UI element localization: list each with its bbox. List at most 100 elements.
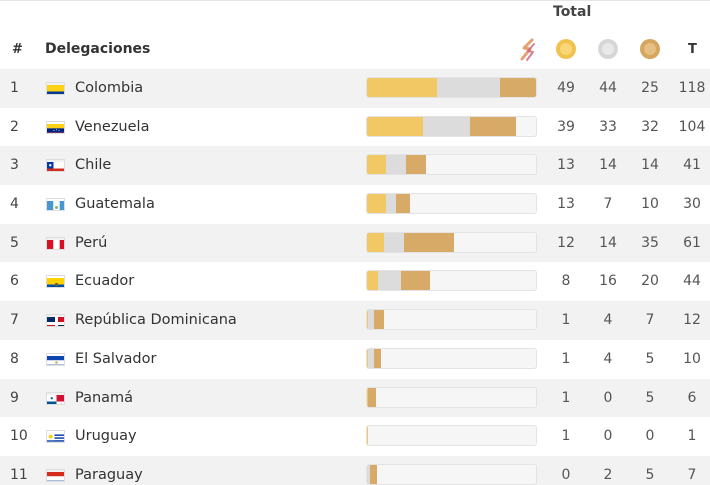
silver-count: 44 <box>599 80 617 96</box>
gold-count: 49 <box>557 80 575 96</box>
delegation-name[interactable]: Panamá <box>75 389 134 406</box>
delegation-name[interactable]: República Dominicana <box>75 312 237 329</box>
table-row[interactable]: 10 Uruguay 1 0 0 1 <box>0 417 710 456</box>
flag-panama-icon <box>46 391 65 405</box>
rank-cell: 3 <box>10 157 19 174</box>
silver-bar-segment <box>385 194 396 214</box>
medal-distribution-bar <box>366 463 537 485</box>
silver-count: 4 <box>603 350 613 367</box>
table-row[interactable]: 8 El Salvador 1 4 5 10 <box>0 340 710 379</box>
table-row[interactable]: 4 Guatemala 13 7 10 30 <box>0 185 710 224</box>
flag-venezuela-icon <box>46 120 65 134</box>
delegation-name[interactable]: Venezuela <box>75 118 150 135</box>
bronze-count: 10 <box>641 196 659 213</box>
silver-count: 7 <box>603 196 613 213</box>
silver-bar-segment <box>367 464 370 484</box>
bronze-count: 5 <box>645 389 655 406</box>
silver-count: 4 <box>603 312 613 329</box>
medal-distribution-bar <box>366 115 537 137</box>
medal-distribution-bar <box>366 347 537 369</box>
bronze-count: 14 <box>641 157 659 174</box>
gold-bar-segment <box>367 271 379 291</box>
rank-cell: 10 <box>10 428 28 445</box>
silver-count: 33 <box>599 118 617 135</box>
bronze-bar-segment <box>368 387 376 407</box>
table-row[interactable]: 1 Colombia 49 44 25 118 <box>0 69 710 108</box>
bronze-bar-segment <box>395 194 410 214</box>
rank-cell: 1 <box>10 80 19 96</box>
medal-distribution-bar <box>366 309 537 331</box>
gold-count: 13 <box>557 157 575 174</box>
bronze-bar-segment <box>401 271 430 291</box>
gold-count: 1 <box>561 312 571 329</box>
gold-bar-segment <box>367 116 423 136</box>
delegation-name[interactable]: El Salvador <box>75 350 157 367</box>
medal-distribution-bar <box>366 193 537 215</box>
table-row[interactable]: 7 República Dominicana 1 4 7 12 <box>0 301 710 340</box>
bronze-bar-segment <box>500 78 536 97</box>
delegation-name[interactable]: Paraguay <box>75 466 143 483</box>
table-row[interactable]: 3 Chile 13 14 14 41 <box>0 146 710 186</box>
flag-ecuador-icon <box>46 275 65 289</box>
table-row[interactable]: 2 Venezuela 39 33 32 104 <box>0 108 710 147</box>
silver-bar-segment <box>422 116 471 136</box>
bronze-count: 32 <box>641 118 659 135</box>
medal-distribution-bar <box>366 386 537 408</box>
gold-count: 1 <box>561 350 571 367</box>
table-header: # Delegaciones T <box>0 30 710 68</box>
total-count: 6 <box>687 389 697 406</box>
rank-cell: 7 <box>10 312 19 329</box>
gold-bar-segment <box>367 310 369 330</box>
medal-table: 1 Colombia 49 44 25 118 2 Venezuela 39 33 32 104 3 Ch… <box>0 69 710 485</box>
flag-el-salvador-icon <box>46 352 65 366</box>
silver-bar-segment <box>385 155 406 175</box>
rank-cell: 5 <box>10 234 19 251</box>
total-count: 7 <box>687 466 697 483</box>
table-row[interactable]: 6 Ecuador 8 16 20 44 <box>0 262 710 301</box>
bronze-count: 35 <box>641 234 659 251</box>
gold-bar-segment <box>367 78 438 97</box>
bronze-bar-segment <box>470 116 516 136</box>
total-column-header: T <box>688 42 697 57</box>
gold-bar-segment <box>367 232 385 252</box>
gold-count: 13 <box>557 196 575 213</box>
medal-distribution-bar <box>366 425 537 447</box>
table-row[interactable]: 5 Perú 12 14 35 61 <box>0 223 710 263</box>
delegation-name[interactable]: Ecuador <box>75 273 135 290</box>
table-row[interactable]: 11 Paraguay 0 2 5 7 <box>0 455 710 485</box>
gold-bar-segment <box>367 426 369 446</box>
flag-dominican-republic-icon <box>46 314 65 328</box>
silver-count: 0 <box>603 428 613 445</box>
top-divider <box>0 0 710 1</box>
total-count: 44 <box>683 273 701 290</box>
silver-bar-segment <box>378 271 402 291</box>
gold-count: 8 <box>561 273 571 290</box>
gold-count: 12 <box>557 234 575 251</box>
gold-bar-segment <box>367 194 386 214</box>
rank-cell: 4 <box>10 196 19 213</box>
delegation-name[interactable]: Perú <box>75 234 108 251</box>
bronze-count: 7 <box>645 312 655 329</box>
bronze-medal-icon <box>640 39 660 59</box>
flag-guatemala-icon <box>46 198 65 212</box>
total-count: 118 <box>678 80 706 96</box>
delegation-name[interactable]: Colombia <box>75 80 144 96</box>
gold-bar-segment <box>367 155 386 175</box>
gold-count: 1 <box>561 428 571 445</box>
rank-cell: 8 <box>10 350 19 367</box>
delegation-name[interactable]: Guatemala <box>75 196 155 213</box>
total-count: 1 <box>687 428 697 445</box>
table-row[interactable]: 9 Panamá 1 0 5 6 <box>0 378 710 418</box>
gold-count: 39 <box>557 118 575 135</box>
silver-count: 14 <box>599 157 617 174</box>
delegation-name[interactable]: Uruguay <box>75 428 137 445</box>
flag-uruguay-icon <box>46 430 65 444</box>
bronze-bar-segment <box>374 348 382 368</box>
silver-bar-segment <box>368 348 375 368</box>
bronze-count: 5 <box>645 466 655 483</box>
bronze-count: 20 <box>641 273 659 290</box>
medal-distribution-bar <box>366 270 537 292</box>
medal-distribution-bar <box>366 154 537 176</box>
delegation-name[interactable]: Chile <box>75 157 112 174</box>
bronze-bar-segment <box>369 464 378 484</box>
